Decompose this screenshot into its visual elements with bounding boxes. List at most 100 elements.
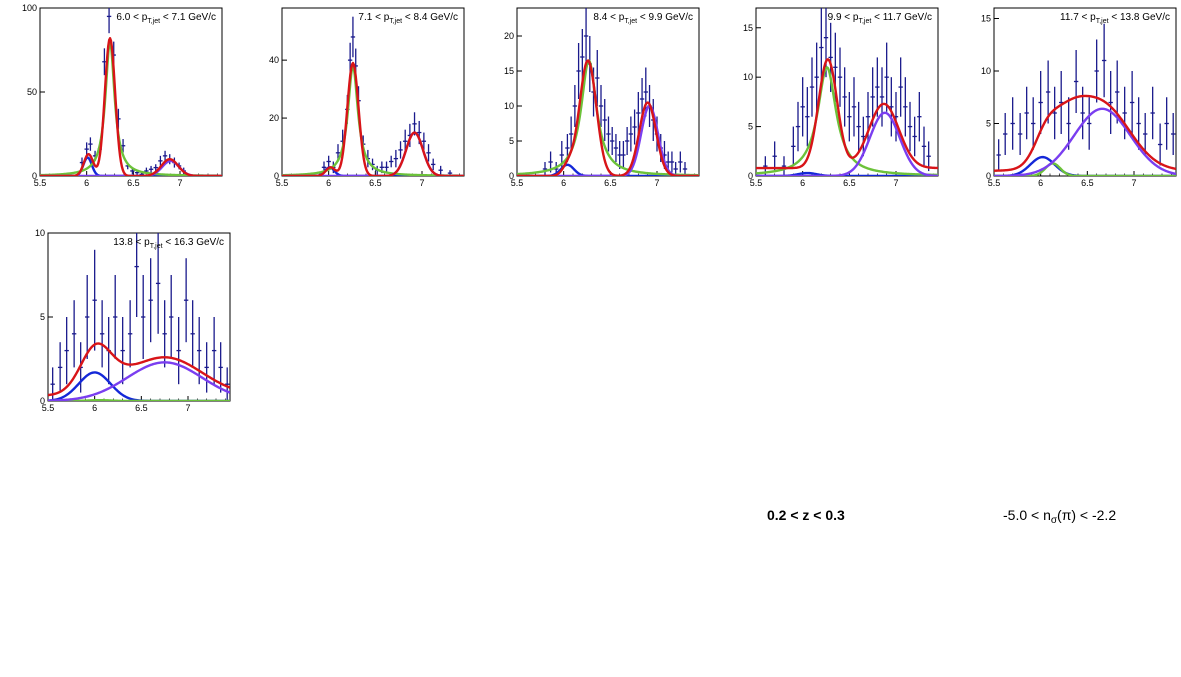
data-point <box>847 92 852 142</box>
data-point <box>907 101 913 152</box>
data-point <box>176 317 181 385</box>
pion-fit-curve <box>756 111 938 176</box>
data-point <box>169 275 174 359</box>
data-point <box>875 57 880 117</box>
data-point <box>197 317 202 385</box>
y-tick-label: 15 <box>743 23 753 33</box>
data-point <box>583 8 589 68</box>
y-tick-label: 20 <box>504 31 514 41</box>
proton-fit-curve <box>282 64 464 176</box>
x-tick-label: 6 <box>326 178 331 188</box>
y-tick-label: 0 <box>509 171 514 181</box>
data-point <box>996 139 1001 171</box>
y-tick-label: 5 <box>509 136 514 146</box>
data-point <box>1171 113 1176 155</box>
data-point <box>1080 86 1085 140</box>
z-range-label: 0.2 < z < 0.3 <box>767 507 845 523</box>
y-tick-label: 50 <box>27 87 37 97</box>
data-point <box>1066 97 1071 150</box>
x-tick-label: 5.5 <box>34 178 47 188</box>
y-tick-label: 20 <box>269 113 279 123</box>
data-point <box>903 77 908 137</box>
data-point <box>921 126 927 167</box>
x-tick-label: 6 <box>1038 178 1043 188</box>
data-point <box>884 42 889 112</box>
x-tick-label: 7 <box>419 178 424 188</box>
data-point <box>120 317 125 385</box>
data-point <box>805 87 810 147</box>
data-point <box>624 127 630 155</box>
data-point <box>898 57 903 117</box>
x-tick-label: 5.5 <box>276 178 289 188</box>
data-point <box>1052 86 1057 140</box>
data-point <box>800 77 805 137</box>
y-tick-label: 15 <box>504 66 514 76</box>
data-point <box>421 132 427 150</box>
data-point <box>819 8 824 88</box>
x-tick-label: 6.5 <box>604 178 617 188</box>
x-tick-label: 6 <box>84 178 89 188</box>
data-point <box>92 249 97 351</box>
data-point <box>389 155 394 168</box>
data-point <box>225 367 230 401</box>
data-point <box>781 156 787 176</box>
data-point <box>1031 97 1036 150</box>
data-point <box>1087 97 1092 150</box>
chart-panel-3: 5.5 6 6.5 7 0 5 10 15 20 8.4 < pT,jet < 9.9 GeV/c <box>487 0 702 188</box>
chart-svg: 5.5 6 6.5 7 0 5 10 15 20 8.4 < pT,jet < 9.9 GeV/c <box>504 7 700 188</box>
y-tick-label: 0 <box>274 171 279 181</box>
data-point <box>795 101 801 152</box>
data-point <box>1073 50 1079 113</box>
panel-title: 8.4 < pT,jet < 9.9 GeV/c <box>593 12 693 25</box>
chart-svg: 5.5 6 6.5 7 0 20 40 7.1 < pT,jet < 8.4 GeV/c <box>269 7 465 188</box>
data-point <box>398 141 403 159</box>
data-point <box>879 67 885 127</box>
y-tick-label: 100 <box>22 3 37 13</box>
data-point <box>438 165 443 175</box>
data-point <box>912 116 917 157</box>
data-point <box>85 275 90 359</box>
y-tick-label: 5 <box>986 119 991 129</box>
chart-panel-4: 5.5 6 6.5 7 0 5 10 15 9.9 < pT,jet < 11.7 GeV/c <box>726 0 941 188</box>
data-point <box>141 275 146 359</box>
x-tick-label: 7 <box>1131 178 1136 188</box>
data-point <box>183 258 189 343</box>
data-point <box>814 42 819 112</box>
x-tick-label: 6.5 <box>843 178 856 188</box>
data-point <box>431 158 436 171</box>
data-point <box>1059 71 1064 134</box>
data-point <box>1017 113 1023 155</box>
data-point <box>678 151 683 173</box>
data-point <box>1094 39 1099 103</box>
data-point <box>50 367 55 401</box>
x-tick-label: 6.5 <box>1081 178 1094 188</box>
data-point <box>326 155 331 168</box>
x-tick-label: 6.5 <box>369 178 382 188</box>
total-fit-curve <box>48 342 230 397</box>
nsigma-prefix: -5.0 < n <box>1003 507 1051 523</box>
data-point <box>643 67 648 117</box>
data-point <box>772 141 777 172</box>
y-tick-label: 0 <box>748 171 753 181</box>
data-point <box>917 92 922 142</box>
chart-svg: 5.5 6 6.5 7 0 5 10 15 11.7 < pT,jet < 13.8 GeV/c <box>981 7 1177 188</box>
y-tick-label: 10 <box>35 228 45 238</box>
data-point <box>1122 86 1127 140</box>
total-fit-curve <box>282 61 464 176</box>
data-point <box>88 137 93 151</box>
data-point <box>1038 71 1043 134</box>
data-point <box>1164 97 1169 150</box>
proton-fit-curve <box>40 40 222 176</box>
data-point <box>632 109 637 145</box>
y-tick-label: 10 <box>981 66 991 76</box>
data-point <box>148 258 153 343</box>
data-point <box>568 116 574 152</box>
data-point <box>1129 71 1135 134</box>
chart-panel-6: 5.5 6 6.5 7 0 5 10 13.8 < pT,jet < 16.3 GeV/c <box>18 225 233 413</box>
data-point <box>682 162 688 176</box>
plot-frame <box>39 7 223 177</box>
total-fit-curve <box>756 58 938 170</box>
data-point <box>602 99 607 141</box>
data-point <box>598 85 604 127</box>
data-point <box>636 92 641 134</box>
